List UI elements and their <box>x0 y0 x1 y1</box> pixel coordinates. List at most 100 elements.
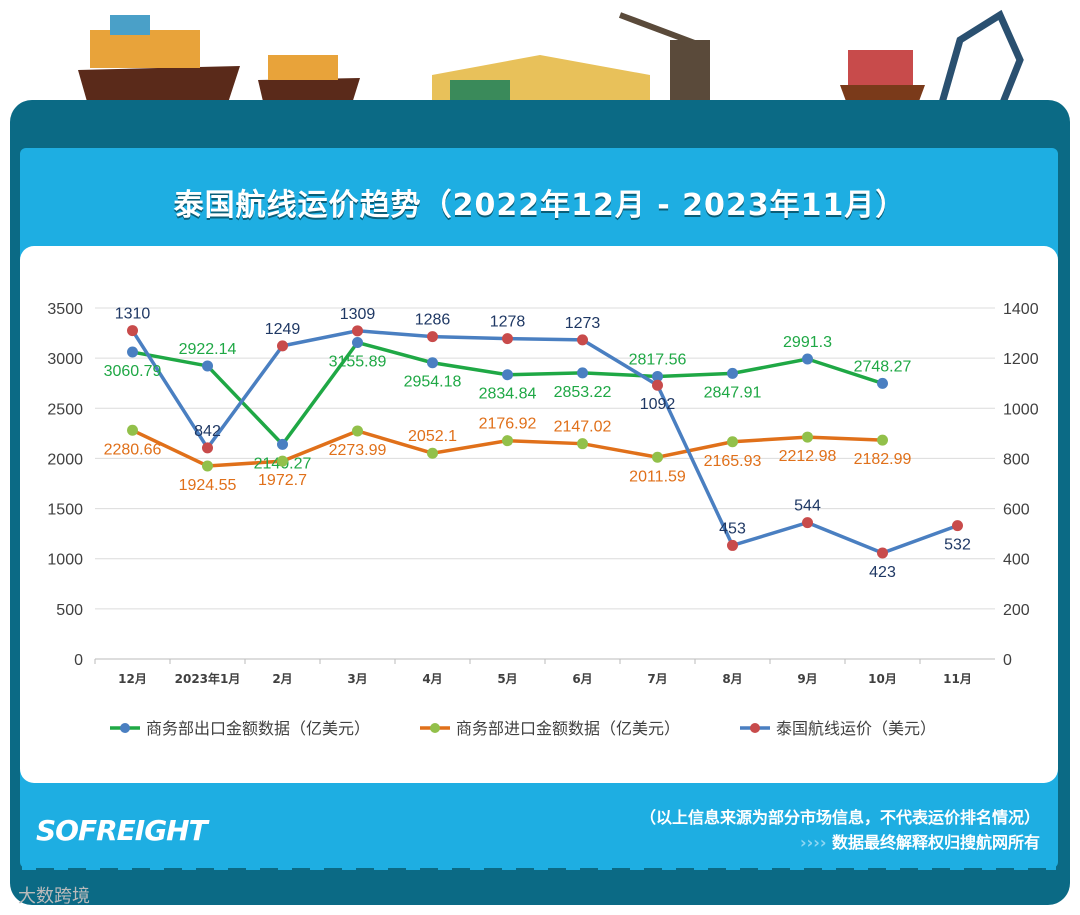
copyright-note: 数据最终解释权归搜航网所有 <box>831 833 1040 852</box>
x-tick-label: 3月 <box>347 672 367 686</box>
x-tick-label: 6月 <box>572 672 592 686</box>
data-point <box>727 436 738 448</box>
data-point <box>127 346 138 358</box>
x-tick-label: 12月 <box>118 672 147 686</box>
y-left-tick-label: 1500 <box>47 502 83 519</box>
x-tick-label: 10月 <box>868 672 897 686</box>
x-tick-label: 2023年1月 <box>175 671 241 686</box>
data-point <box>202 460 213 472</box>
y-right-tick-label: 400 <box>1003 552 1030 569</box>
x-tick-label: 5月 <box>497 672 517 686</box>
data-point <box>877 377 888 389</box>
data-label: 2280.66 <box>104 441 162 458</box>
data-label: 1309 <box>340 306 376 323</box>
data-point <box>277 340 288 352</box>
source-note: （以上信息来源为部分市场信息，不代表运价排名情况） <box>639 808 1040 827</box>
data-label: 1924.55 <box>179 477 237 494</box>
data-label: 1310 <box>115 306 151 323</box>
data-label: 2165.93 <box>704 453 762 470</box>
data-label: 2182.99 <box>854 451 912 468</box>
data-point <box>652 451 663 463</box>
data-point <box>277 455 288 467</box>
data-label: 2273.99 <box>329 442 387 459</box>
data-point <box>502 435 513 447</box>
data-point <box>352 425 363 437</box>
data-label: 544 <box>794 498 821 515</box>
x-tick-label: 9月 <box>797 672 817 686</box>
data-point <box>877 434 888 446</box>
data-point <box>802 517 813 529</box>
data-label: 1286 <box>415 312 451 329</box>
y-right-tick-label: 600 <box>1003 502 1030 519</box>
data-point <box>727 367 738 379</box>
data-label: 2847.91 <box>704 384 762 401</box>
watermark: 大数跨境 <box>18 886 90 907</box>
data-label: 423 <box>869 564 896 581</box>
data-label: 2853.22 <box>554 384 612 401</box>
data-point <box>202 360 213 372</box>
y-right-tick-label: 200 <box>1003 602 1030 619</box>
y-left-tick-label: 0 <box>74 652 83 669</box>
data-point <box>577 438 588 450</box>
data-point <box>127 424 138 436</box>
data-label: 3155.89 <box>329 354 387 371</box>
data-point <box>277 438 288 450</box>
data-point <box>127 325 138 337</box>
y-left-tick-label: 1000 <box>47 552 83 569</box>
legend-marker <box>120 723 130 733</box>
data-label: 2748.27 <box>854 358 912 375</box>
port-crane-icon <box>936 9 1024 110</box>
data-point <box>502 333 513 345</box>
cargo-ship-icon <box>78 15 240 110</box>
line-chart: 0 500 1000 1500 2000 2500 3000 3500 0 200 400 600 80… <box>47 301 1039 738</box>
x-tick-label: 11月 <box>943 672 972 686</box>
data-label: 453 <box>719 520 746 537</box>
data-label: 1092 <box>640 396 676 413</box>
data-point <box>577 367 588 379</box>
y-left-tick-label: 2500 <box>47 401 83 418</box>
x-tick-label: 2月 <box>272 672 292 686</box>
x-tick-label: 4月 <box>422 672 442 686</box>
data-label: 3060.79 <box>104 363 162 380</box>
data-label: 1273 <box>565 315 601 332</box>
data-label: 2922.14 <box>179 341 237 358</box>
y-right-tick-label: 1400 <box>1003 301 1039 318</box>
data-point <box>802 431 813 443</box>
legend-marker <box>750 723 760 733</box>
data-label: 2011.59 <box>629 468 686 485</box>
data-label: 2954.18 <box>404 374 462 391</box>
data-point <box>427 447 438 459</box>
legend-label: 商务部进口金额数据（亿美元） <box>456 719 680 738</box>
data-label: 1972.7 <box>258 472 307 489</box>
data-label: 2176.92 <box>479 416 537 433</box>
data-label: 1278 <box>490 314 526 331</box>
data-point <box>352 325 363 337</box>
y-right-tick-label: 1000 <box>1003 401 1039 418</box>
data-point <box>952 520 963 532</box>
x-tick-label: 7月 <box>647 672 667 686</box>
page-title: 泰国航线运价趋势（2022年12月 - 2023年11月） <box>173 188 907 223</box>
data-point <box>652 379 663 391</box>
data-point <box>427 331 438 343</box>
y-left-tick-label: 500 <box>56 602 83 619</box>
y-right-tick-label: 0 <box>1003 652 1012 669</box>
sofreight-logo: SOFREIGHT <box>36 814 208 847</box>
decorative-border <box>22 858 1056 870</box>
data-label: 1249 <box>265 321 301 338</box>
data-label: 2991.3 <box>783 334 832 351</box>
y-left-tick-label: 3000 <box>47 351 83 368</box>
data-label: 2147.02 <box>554 419 612 436</box>
data-point <box>502 369 513 381</box>
data-point <box>877 547 888 559</box>
data-label: 2834.84 <box>479 386 537 403</box>
y-right-tick-label: 1200 <box>1003 351 1039 368</box>
data-label: 2212.98 <box>779 448 837 465</box>
data-point <box>202 442 213 454</box>
data-point <box>577 334 588 346</box>
data-label: 532 <box>944 537 971 554</box>
series-line <box>131 329 959 555</box>
arrows-decoration: ›››› <box>800 833 827 852</box>
y-left-tick-label: 2000 <box>47 451 83 468</box>
y-right-tick-label: 800 <box>1003 451 1030 468</box>
data-point <box>802 353 813 365</box>
